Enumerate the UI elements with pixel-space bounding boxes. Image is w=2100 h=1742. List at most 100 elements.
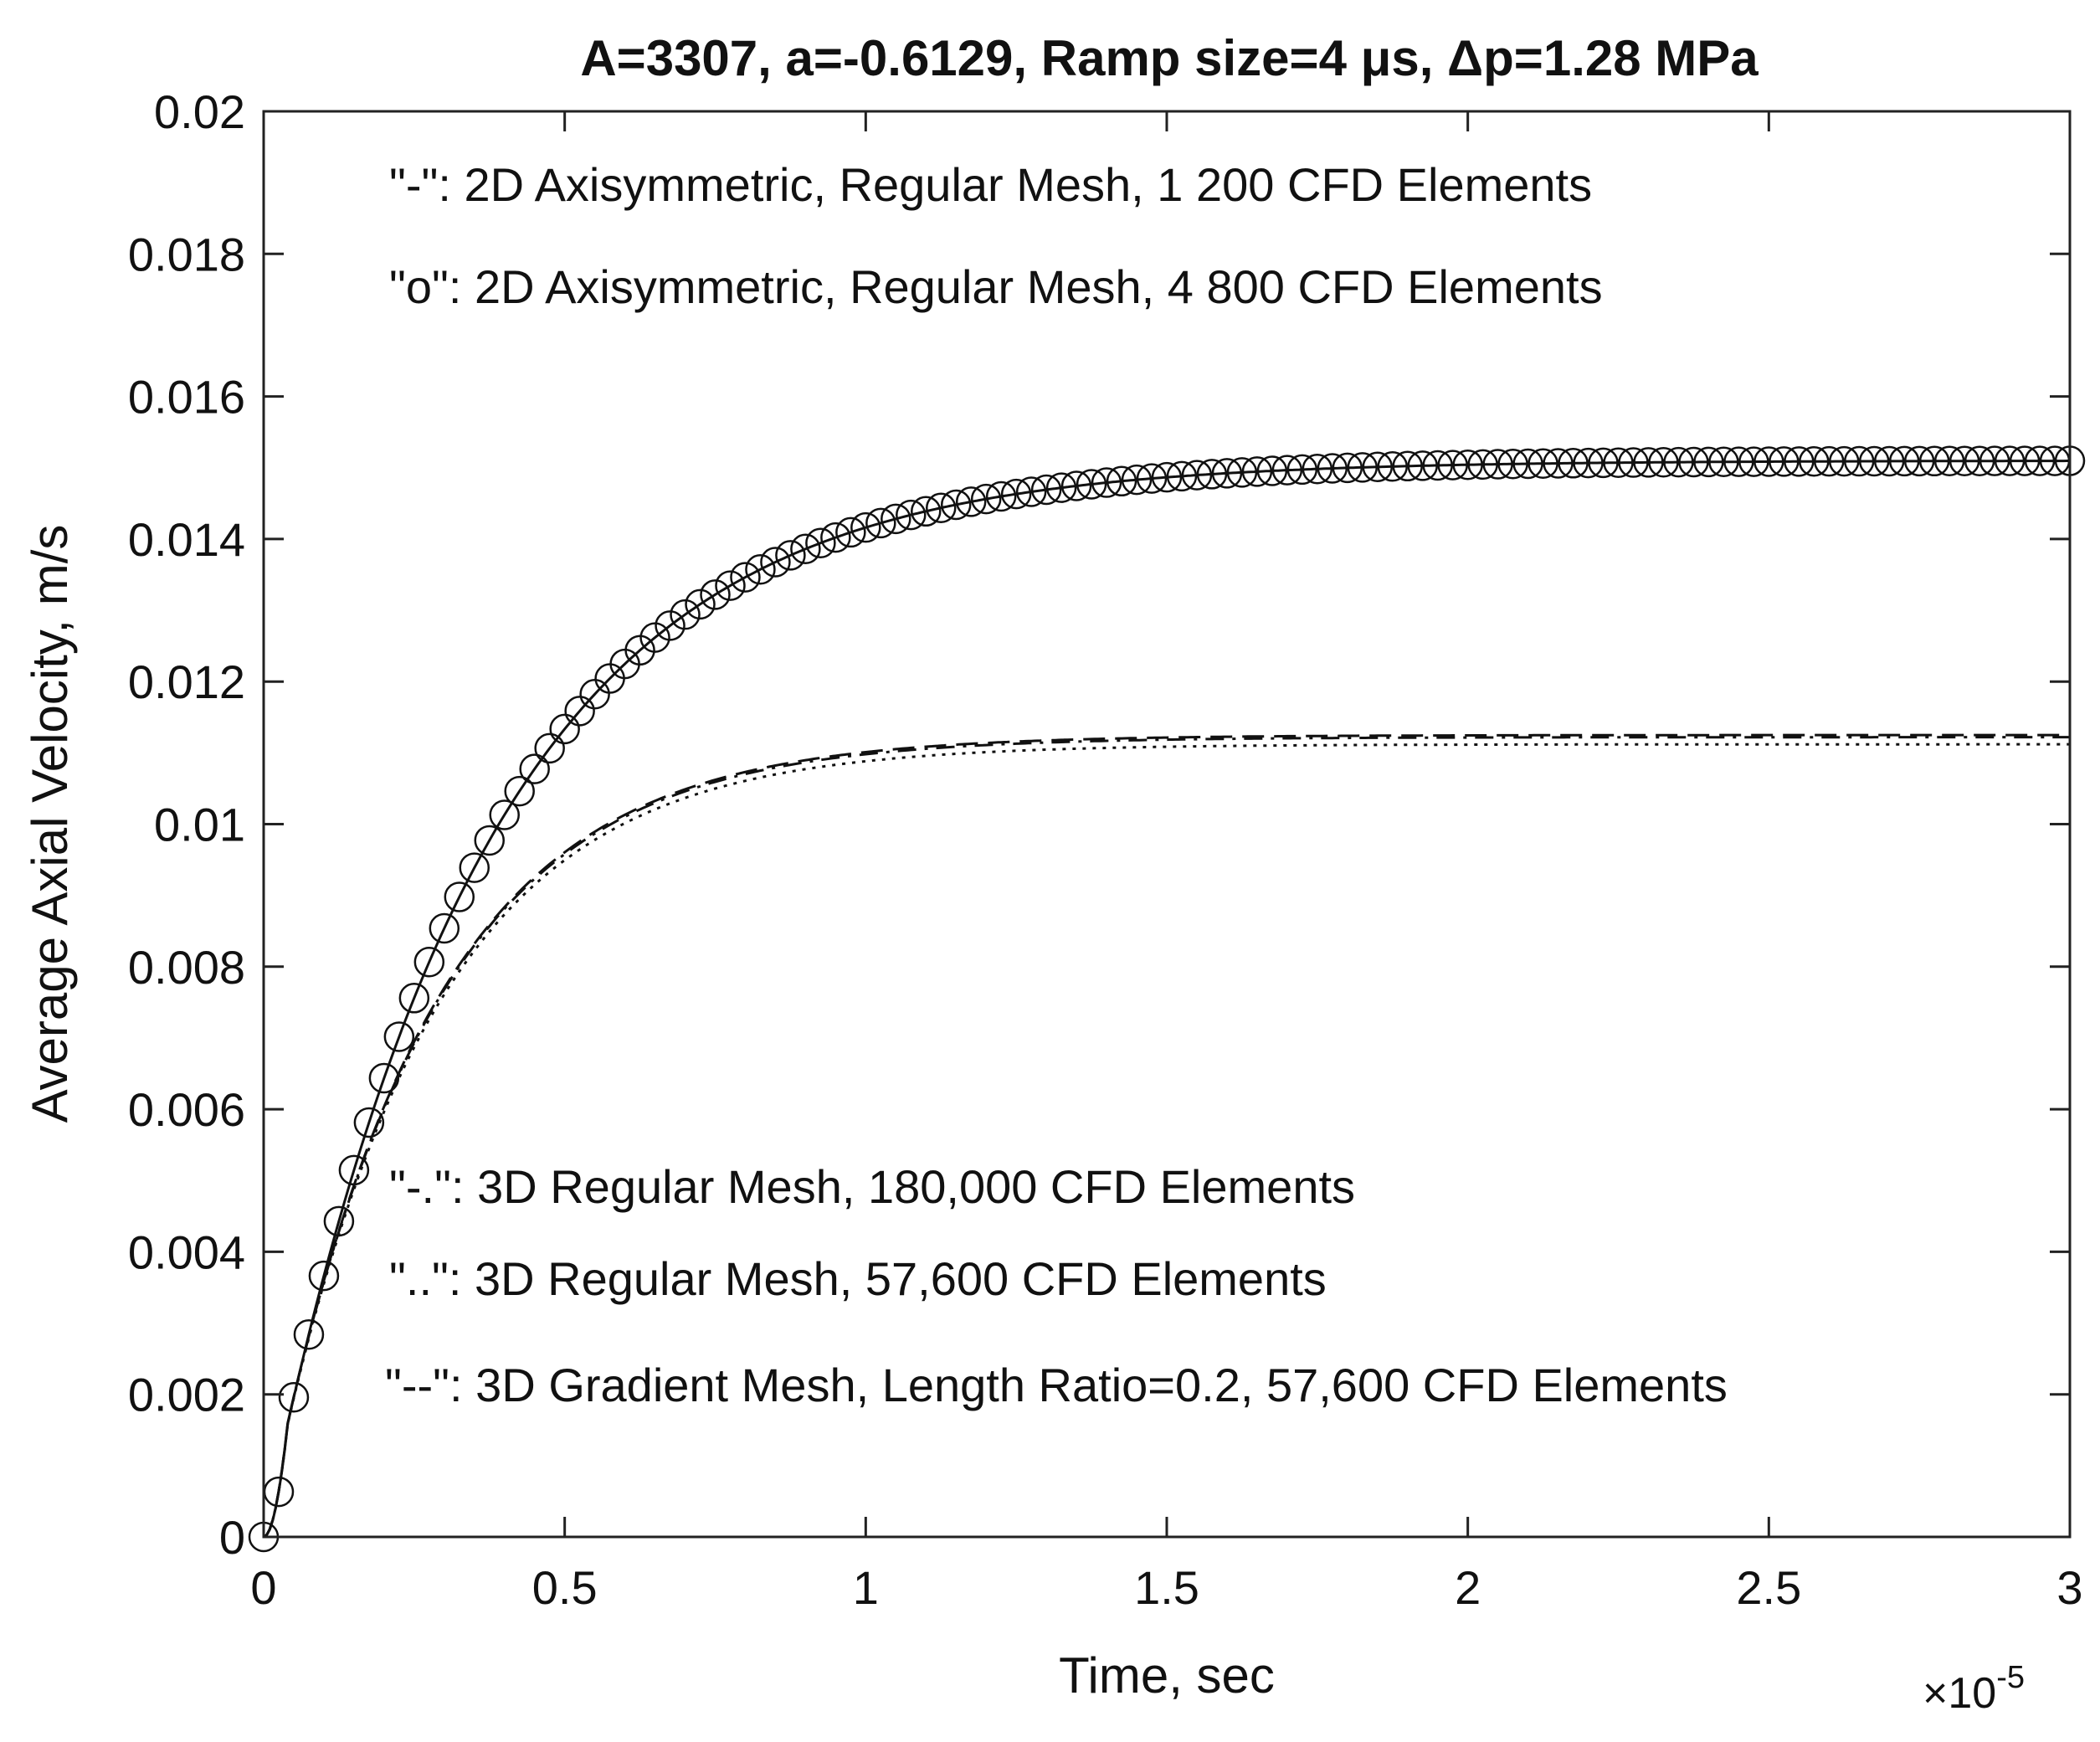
data-point-circle xyxy=(1271,455,1303,486)
x-tick-label: 2.5 xyxy=(1736,1561,1801,1614)
data-point-circle xyxy=(1030,474,1062,506)
data-point-circle xyxy=(1708,446,1739,478)
data-point-circle xyxy=(1588,447,1619,479)
data-point-circle xyxy=(1256,455,1288,486)
data-point-circle xyxy=(1467,449,1498,480)
data-point-circle xyxy=(881,503,911,535)
x-axis-label: Time, sec xyxy=(1059,1647,1275,1703)
data-point-circle xyxy=(1362,451,1394,483)
data-point-circle xyxy=(278,1382,310,1413)
data-point-circle xyxy=(1829,445,1860,477)
data-point-circle xyxy=(444,881,475,912)
data-point-circle xyxy=(459,852,490,883)
data-point-circle xyxy=(730,562,761,593)
x-axis-exponent-base: ×10 xyxy=(1923,1669,1996,1718)
data-point-circle xyxy=(398,983,430,1014)
y-tick-label: 0.004 xyxy=(128,1226,245,1278)
data-point-circle xyxy=(413,946,445,978)
x-axis-exponent: ×10-5 xyxy=(1923,1660,2025,1718)
data-point-circle xyxy=(850,511,881,543)
x-tick-label: 1 xyxy=(853,1561,879,1614)
data-point-circle xyxy=(1181,460,1213,491)
data-point-circle xyxy=(1377,451,1408,482)
data-point-circle xyxy=(368,1062,400,1094)
data-point-circle xyxy=(955,486,987,517)
data-point-circle xyxy=(1949,445,1980,476)
data-point-circle xyxy=(670,599,701,630)
data-point-circle xyxy=(1903,445,1935,477)
data-point-circle xyxy=(745,553,776,585)
data-point-circle xyxy=(2009,445,2041,476)
data-point-circle xyxy=(2024,445,2056,476)
y-tick-label: 0.008 xyxy=(128,941,245,994)
data-point-circle xyxy=(1933,445,1965,477)
y-tick-label: 0 xyxy=(219,1511,245,1564)
data-point-circle xyxy=(1241,456,1273,487)
annotation-3d-180000: "-.": 3D Regular Mesh, 180,000 CFD Eleme… xyxy=(389,1160,1355,1213)
data-point-circle xyxy=(1888,445,1920,477)
data-point-circle xyxy=(1918,445,1950,477)
data-point-circle xyxy=(1723,446,1754,477)
data-point-circle xyxy=(383,1021,415,1052)
data-point-circle xyxy=(805,527,836,558)
ticks-layer: 0 0.5 1 1.5 2 2.5 3 0 0.002 0.004 0.006 0.008 0.01 0.… xyxy=(128,85,2083,1614)
data-point-circle xyxy=(1196,459,1228,490)
data-point-circle xyxy=(429,912,460,944)
x-tick-label: 2 xyxy=(1455,1561,1481,1614)
data-point-circle xyxy=(896,499,927,531)
data-point-circle xyxy=(1106,465,1137,497)
data-point-circle xyxy=(1693,446,1724,478)
data-point-circle xyxy=(1000,478,1032,510)
annotation-3d-57600: "..": 3D Regular Mesh, 57,600 CFD Elemen… xyxy=(389,1252,1327,1305)
data-point-circle xyxy=(474,825,505,856)
data-point-circle xyxy=(1136,463,1168,494)
data-point-circle xyxy=(1060,470,1092,501)
y-tick-label: 0.014 xyxy=(128,513,245,566)
y-tick-label: 0.02 xyxy=(154,85,245,138)
y-tick-label: 0.016 xyxy=(128,371,245,424)
data-point-circle xyxy=(1347,452,1379,483)
data-point-circle xyxy=(1317,453,1348,484)
data-point-circle xyxy=(1648,447,1679,478)
x-tick-label: 1.5 xyxy=(1134,1561,1199,1614)
series-2d-4800-markers xyxy=(248,445,2086,1553)
series-4-dashed-line xyxy=(263,733,2070,1539)
data-point-circle xyxy=(1784,446,1815,477)
data-point-circle xyxy=(534,732,565,764)
data-point-circle xyxy=(549,713,580,745)
data-point-circle xyxy=(1482,449,1513,480)
data-point-circle xyxy=(1543,448,1574,479)
data-point-circle xyxy=(1663,446,1694,478)
data-point-circle xyxy=(685,588,716,620)
data-point-circle xyxy=(504,775,535,807)
data-point-circle xyxy=(1814,445,1845,477)
data-point-circle xyxy=(1121,464,1153,496)
data-point-circle xyxy=(1497,449,1528,480)
data-point-circle xyxy=(1964,445,1995,476)
data-point-circle xyxy=(940,489,972,521)
data-point-circle xyxy=(1799,445,1830,477)
data-point-circle xyxy=(790,533,821,565)
y-tick-label: 0.012 xyxy=(128,655,245,708)
data-point-circle xyxy=(1678,446,1709,478)
y-tick-label: 0.018 xyxy=(128,228,245,280)
data-point-circle xyxy=(1873,445,1905,477)
data-point-circle xyxy=(985,480,1017,512)
data-point-circle xyxy=(1753,446,1784,477)
data-point-circle xyxy=(1091,467,1122,498)
x-tick-label: 0.5 xyxy=(532,1561,598,1614)
data-point-circle xyxy=(1045,472,1077,503)
data-point-circle xyxy=(760,547,791,578)
x-tick-label: 3 xyxy=(2056,1561,2082,1614)
data-point-circle xyxy=(1633,447,1664,478)
data-point-circle xyxy=(1769,446,1800,477)
data-point-circle xyxy=(1618,447,1649,478)
annotation-3d-gradient: "--": 3D Gradient Mesh, Length Ratio=0.2… xyxy=(385,1359,1728,1411)
data-point-circle xyxy=(1332,452,1363,484)
data-point-circle xyxy=(835,516,866,548)
data-point-circle xyxy=(489,799,520,830)
annotation-2d-4800: "o": 2D Axisymmetric, Regular Mesh, 4 80… xyxy=(389,260,1603,313)
annotation-2d-1200: "-": 2D Axisymmetric, Regular Mesh, 1 20… xyxy=(389,158,1592,211)
data-point-circle xyxy=(1407,450,1438,481)
